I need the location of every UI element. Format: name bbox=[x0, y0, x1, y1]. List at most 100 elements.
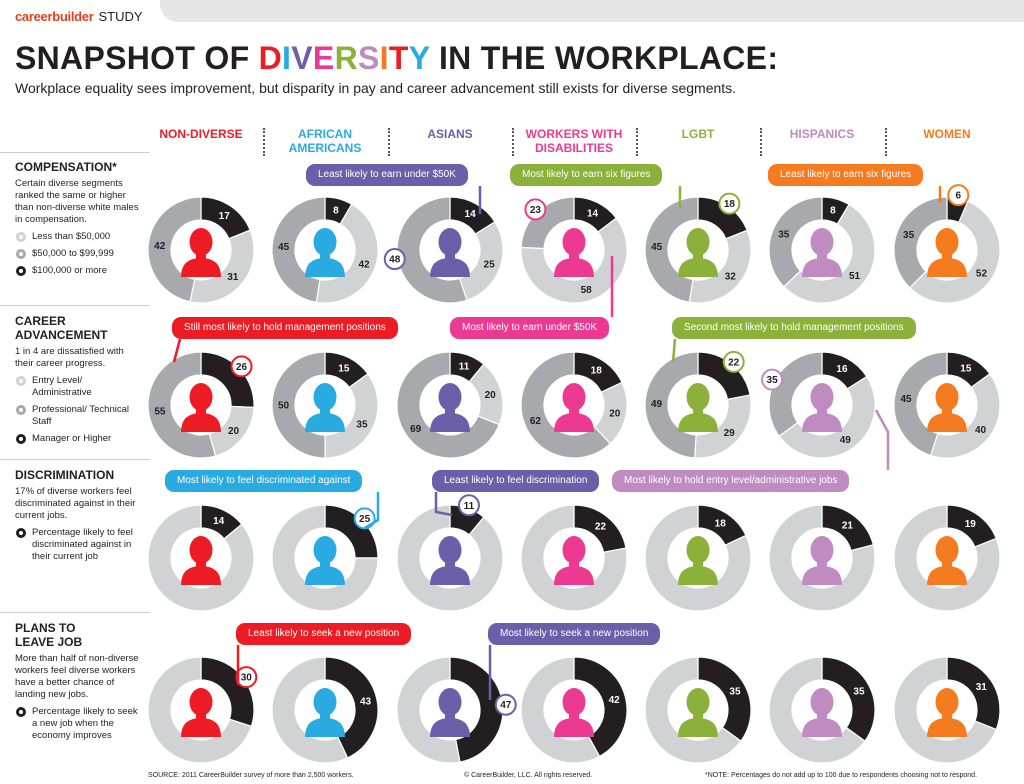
donut-value-label: 8 bbox=[830, 205, 836, 216]
donut-chart: 17 31 42 bbox=[147, 196, 255, 304]
donut-value-label: 15 bbox=[960, 364, 972, 375]
donut-value-label: 62 bbox=[530, 416, 542, 427]
donut-value-label: 29 bbox=[724, 428, 736, 439]
person-silhouette-icon bbox=[181, 383, 221, 432]
donut-chart: 21 bbox=[768, 504, 876, 612]
donut-chart: 26 20 55 bbox=[147, 351, 255, 459]
brand: careerbuilder STUDY bbox=[15, 9, 143, 24]
section-plans-to-leave: PLANS TO LEAVE JOB More than half of non-… bbox=[15, 621, 140, 742]
donut-value-label: 45 bbox=[651, 242, 663, 253]
person-silhouette-icon bbox=[678, 383, 718, 432]
donut-value-label: 35 bbox=[903, 230, 915, 241]
donut-chart: 35 bbox=[644, 656, 752, 764]
donut-value-label: 21 bbox=[842, 521, 854, 532]
highlight-marker bbox=[761, 368, 784, 391]
legend-medium-dot bbox=[16, 405, 26, 415]
legend-dark-dot bbox=[16, 707, 26, 717]
person-silhouette-icon bbox=[430, 228, 470, 277]
column-header: HISPANICS bbox=[761, 127, 883, 141]
column-header: AFRICAN AMERICANS bbox=[264, 127, 386, 155]
title-letter: I bbox=[379, 40, 389, 76]
column-header: NON-DIVERSE bbox=[140, 127, 262, 141]
column-separator bbox=[512, 128, 514, 156]
person-silhouette-icon bbox=[181, 688, 221, 737]
legend-medium-dot bbox=[16, 249, 26, 259]
donut-value-label: 49 bbox=[840, 435, 852, 446]
section-title-line: PLANS TO bbox=[15, 621, 76, 635]
person-silhouette-icon bbox=[678, 688, 718, 737]
callout-connector bbox=[364, 492, 380, 530]
callout-connector bbox=[172, 338, 182, 363]
highlight-marker bbox=[494, 693, 517, 716]
column-header: WOMEN bbox=[886, 127, 1008, 141]
donut-value-label: 17 bbox=[219, 211, 231, 222]
donut-value-label: 26 bbox=[236, 362, 248, 373]
donut-chart: 22 bbox=[520, 504, 628, 612]
callout-lgbt-comp: Most likely to earn six figures bbox=[510, 164, 663, 186]
legend-item-dark: Manager or Higher bbox=[15, 433, 140, 445]
donut-value-label: 25 bbox=[484, 259, 496, 270]
legend-label: Manager or Higher bbox=[32, 433, 112, 444]
legend-label: $50,000 to $99,999 bbox=[32, 248, 114, 259]
footer-copyright: © CareerBuilder, LLC. All rights reserve… bbox=[464, 772, 593, 779]
person-silhouette-icon bbox=[305, 688, 345, 737]
section-compensation: COMPENSATION* Certain diverse segments r… bbox=[15, 160, 140, 277]
person-silhouette-icon bbox=[927, 383, 967, 432]
donut-value-label: 50 bbox=[278, 401, 290, 412]
donut-chart: 42 bbox=[520, 656, 628, 764]
donut-value-label: 11 bbox=[459, 361, 470, 372]
callout-asian-leave: Most likely to seek a new position bbox=[488, 623, 661, 645]
donut-value-label: 18 bbox=[724, 199, 736, 210]
donut-value-label: 35 bbox=[767, 375, 779, 386]
column-separator bbox=[263, 128, 265, 156]
highlight-marker bbox=[353, 507, 376, 530]
title-letter: V bbox=[291, 40, 313, 76]
brand-suffix: STUDY bbox=[98, 9, 143, 24]
donut-chart: 18 32 45 bbox=[644, 192, 752, 304]
column-header-line: NON-DIVERSE bbox=[159, 127, 243, 141]
title-letter: D bbox=[258, 40, 283, 76]
section-description: 17% of diverse workers feel discriminate… bbox=[15, 486, 136, 521]
section-description: 1 in 4 are dissatisfied with their caree… bbox=[15, 346, 124, 369]
donut-value-label: 31 bbox=[976, 682, 988, 693]
donut-value-label: 69 bbox=[410, 424, 422, 435]
legend-item-dark: Percentage likely to seek a new job when… bbox=[15, 706, 140, 742]
person-silhouette-icon bbox=[430, 383, 470, 432]
callout-african-disc: Most likely to feel discriminated agains… bbox=[165, 470, 363, 492]
top-bar: careerbuilder STUDY bbox=[0, 0, 1024, 30]
highlight-marker bbox=[718, 192, 741, 215]
donut-chart: 14 bbox=[147, 504, 255, 612]
donut-value-label: 14 bbox=[213, 516, 225, 527]
person-silhouette-icon bbox=[430, 536, 470, 585]
person-silhouette-icon bbox=[802, 536, 842, 585]
donut-chart: 19 bbox=[893, 504, 1001, 612]
donut-chart: 22 29 49 bbox=[644, 350, 752, 459]
donut-chart: 8 51 35 bbox=[768, 196, 876, 304]
legend-dark-dot bbox=[16, 266, 26, 276]
highlight-marker bbox=[457, 494, 480, 517]
donut-value-label: 19 bbox=[965, 519, 977, 530]
donut-value-label: 35 bbox=[356, 419, 368, 430]
careerbuilder-logo: careerbuilder bbox=[15, 9, 94, 24]
donut-value-label: 51 bbox=[849, 271, 861, 282]
donut-value-label: 18 bbox=[591, 365, 603, 376]
section-title: DISCRIMINATION bbox=[15, 468, 115, 482]
section-title: PLANS TO LEAVE JOB bbox=[15, 621, 140, 649]
donut-value-label: 8 bbox=[333, 205, 339, 216]
column-header-line: HISPANICS bbox=[789, 127, 855, 141]
legend-item-light: Less than $50,000 bbox=[15, 231, 140, 243]
top-bar-band bbox=[160, 0, 1024, 22]
section-career-advancement: CAREER ADVANCEMENT 1 in 4 are dissatisfie… bbox=[15, 314, 140, 445]
legend-label: $100,000 or more bbox=[32, 265, 107, 276]
person-silhouette-icon bbox=[430, 688, 470, 737]
section-title: CAREER ADVANCEMENT bbox=[15, 314, 140, 342]
section-title-line: ADVANCEMENT bbox=[15, 328, 108, 342]
highlight-marker bbox=[524, 198, 547, 221]
column-separator bbox=[387, 128, 390, 156]
legend-item-medium: $50,000 to $99,999 bbox=[15, 248, 140, 260]
donut-value-label: 14 bbox=[587, 208, 599, 219]
person-silhouette-icon bbox=[802, 383, 842, 432]
section-divider bbox=[0, 612, 150, 613]
donut-segment bbox=[644, 351, 699, 459]
